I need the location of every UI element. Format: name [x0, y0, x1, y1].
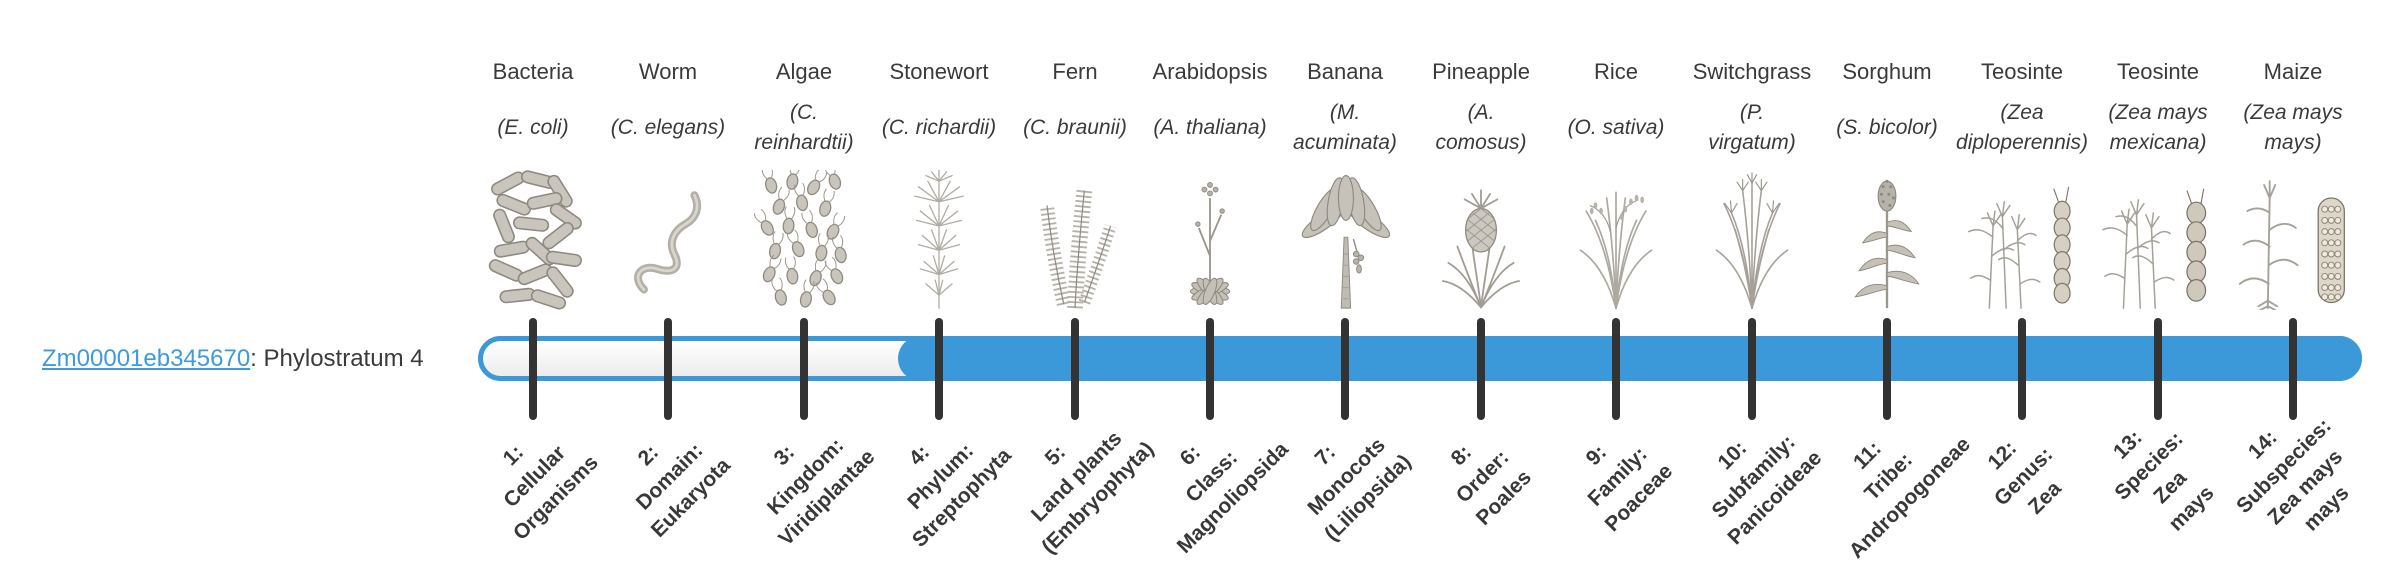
organism-name: Rice: [1593, 59, 1638, 84]
organism-name: Maize: [2263, 59, 2323, 84]
phylostratum-text: : Phylostratum 4: [250, 345, 424, 372]
column-arabidopsis: Arabidopsis (A. thaliana): [1140, 0, 1280, 310]
stratum-tick-14: [2289, 318, 2297, 420]
column-worm: Worm (C. elegans): [598, 0, 738, 310]
arabidopsis-illustration: [1189, 182, 1231, 305]
organism-image: [1682, 168, 1822, 310]
organism-species: (P. virgatum): [1708, 101, 1796, 154]
column-fern: Fern (C. braunii): [1005, 0, 1145, 310]
organism-image: [1275, 168, 1415, 310]
column-algae: Algae (C. reinhardtii): [734, 0, 874, 310]
organism-name: Teosinte: [2117, 59, 2199, 84]
stratum-tick-1: [529, 318, 537, 420]
organism-name: Bacteria: [492, 59, 574, 84]
stratum-tick-9: [1612, 318, 1620, 420]
organism-species: (A. thaliana): [1153, 116, 1267, 139]
organism-name: Switchgrass: [1692, 59, 1812, 84]
organism-image: [1817, 168, 1957, 310]
banana-illustration: [1301, 175, 1391, 309]
organism-image: [2088, 168, 2228, 310]
organism-species: (S. bicolor): [1836, 116, 1938, 139]
stratum-tick-10: [1748, 318, 1756, 420]
organism-image: [869, 168, 1009, 310]
column-banana: Banana (M. acuminata): [1275, 0, 1415, 310]
organism-species: (Zea diploperennis): [1956, 101, 2088, 154]
organism-species: (A. comosus): [1435, 101, 1527, 154]
column-pineapple: Pineapple (A. comosus): [1411, 0, 1551, 310]
organism-species: (C. reinhardtii): [754, 101, 854, 154]
organism-name: Sorghum: [1842, 59, 1932, 84]
pineapple-illustration: [1442, 189, 1520, 309]
column-teosinte-diploperennis: Teosinte (Zea diploperennis): [1952, 0, 2092, 310]
stratum-tick-7: [1341, 318, 1349, 420]
organism-image: [1546, 168, 1686, 310]
organism-image: [463, 168, 603, 310]
column-teosinte-mexicana: Teosinte (Zea mays mexicana): [2088, 0, 2228, 310]
organism-image: [598, 168, 738, 310]
organism-species: (M. acuminata): [1293, 101, 1397, 154]
stratum-tick-4: [935, 318, 943, 420]
organism-name: Teosinte: [1981, 59, 2063, 84]
organism-name: Fern: [1052, 59, 1098, 84]
organism-name: Banana: [1307, 59, 1383, 84]
stratum-tick-2: [664, 318, 672, 420]
organism-species: (E. coli): [497, 116, 569, 139]
gene-id-link[interactable]: Zm00001eb345670: [42, 345, 251, 372]
rice-illustration: [1579, 191, 1653, 309]
gene-label: Zm00001eb345670: Phylostratum 4: [42, 344, 424, 374]
organism-image: [1140, 168, 1280, 310]
stratum-tick-3: [800, 318, 808, 420]
organism-image: [1005, 168, 1145, 310]
fern-illustration: [1040, 189, 1117, 309]
organism-name: Stonewort: [889, 59, 989, 84]
organism-name: Pineapple: [1432, 59, 1530, 84]
organism-species: (C. richardii): [881, 116, 997, 139]
phylostratum-fill: [898, 336, 2362, 381]
stratum-tick-12: [2018, 318, 2026, 420]
stratum-tick-5: [1071, 318, 1079, 420]
organism-image: [1952, 168, 2092, 310]
column-stonewort: Stonewort (C. richardii): [869, 0, 1009, 310]
organism-species: (O. sativa): [1567, 116, 1665, 139]
stratum-tick-13: [2154, 318, 2162, 420]
bacteria-illustration: [488, 170, 582, 310]
teosinte-diploperennis-illustration: [1968, 186, 2071, 309]
stratum-tick-8: [1477, 318, 1485, 420]
stratum-tick-11: [1883, 318, 1891, 420]
stonewort-illustration: [914, 170, 964, 309]
sorghum-illustration: [1854, 179, 1920, 309]
column-rice: Rice (O. sativa): [1546, 0, 1686, 310]
organism-species: (Zea mays mays): [2243, 101, 2343, 154]
column-sorghum: Sorghum (S. bicolor): [1817, 0, 1957, 310]
organism-image: [1411, 168, 1551, 310]
organism-image: [2223, 168, 2363, 310]
organism-species: (C. braunii): [1023, 116, 1127, 139]
teosinte-mexicana-illustration: [2102, 188, 2207, 309]
organism-species: (Zea mays mexicana): [2108, 101, 2208, 154]
organism-name: Algae: [775, 59, 833, 84]
worm-illustration: [634, 191, 702, 294]
column-bacteria: Bacteria (E. coli): [463, 0, 603, 310]
organism-image: [734, 168, 874, 310]
switchgrass-illustration: [1715, 172, 1789, 309]
column-maize: Maize (Zea mays mays): [2223, 0, 2363, 310]
maize-illustration: [2238, 180, 2345, 310]
stratum-tick-6: [1206, 318, 1214, 420]
algae-illustration: [754, 170, 847, 308]
organism-species: (C. elegans): [610, 116, 726, 139]
column-switchgrass: Switchgrass (P. virgatum): [1682, 0, 1822, 310]
organism-name: Arabidopsis: [1152, 59, 1268, 84]
organism-name: Worm: [638, 59, 698, 84]
